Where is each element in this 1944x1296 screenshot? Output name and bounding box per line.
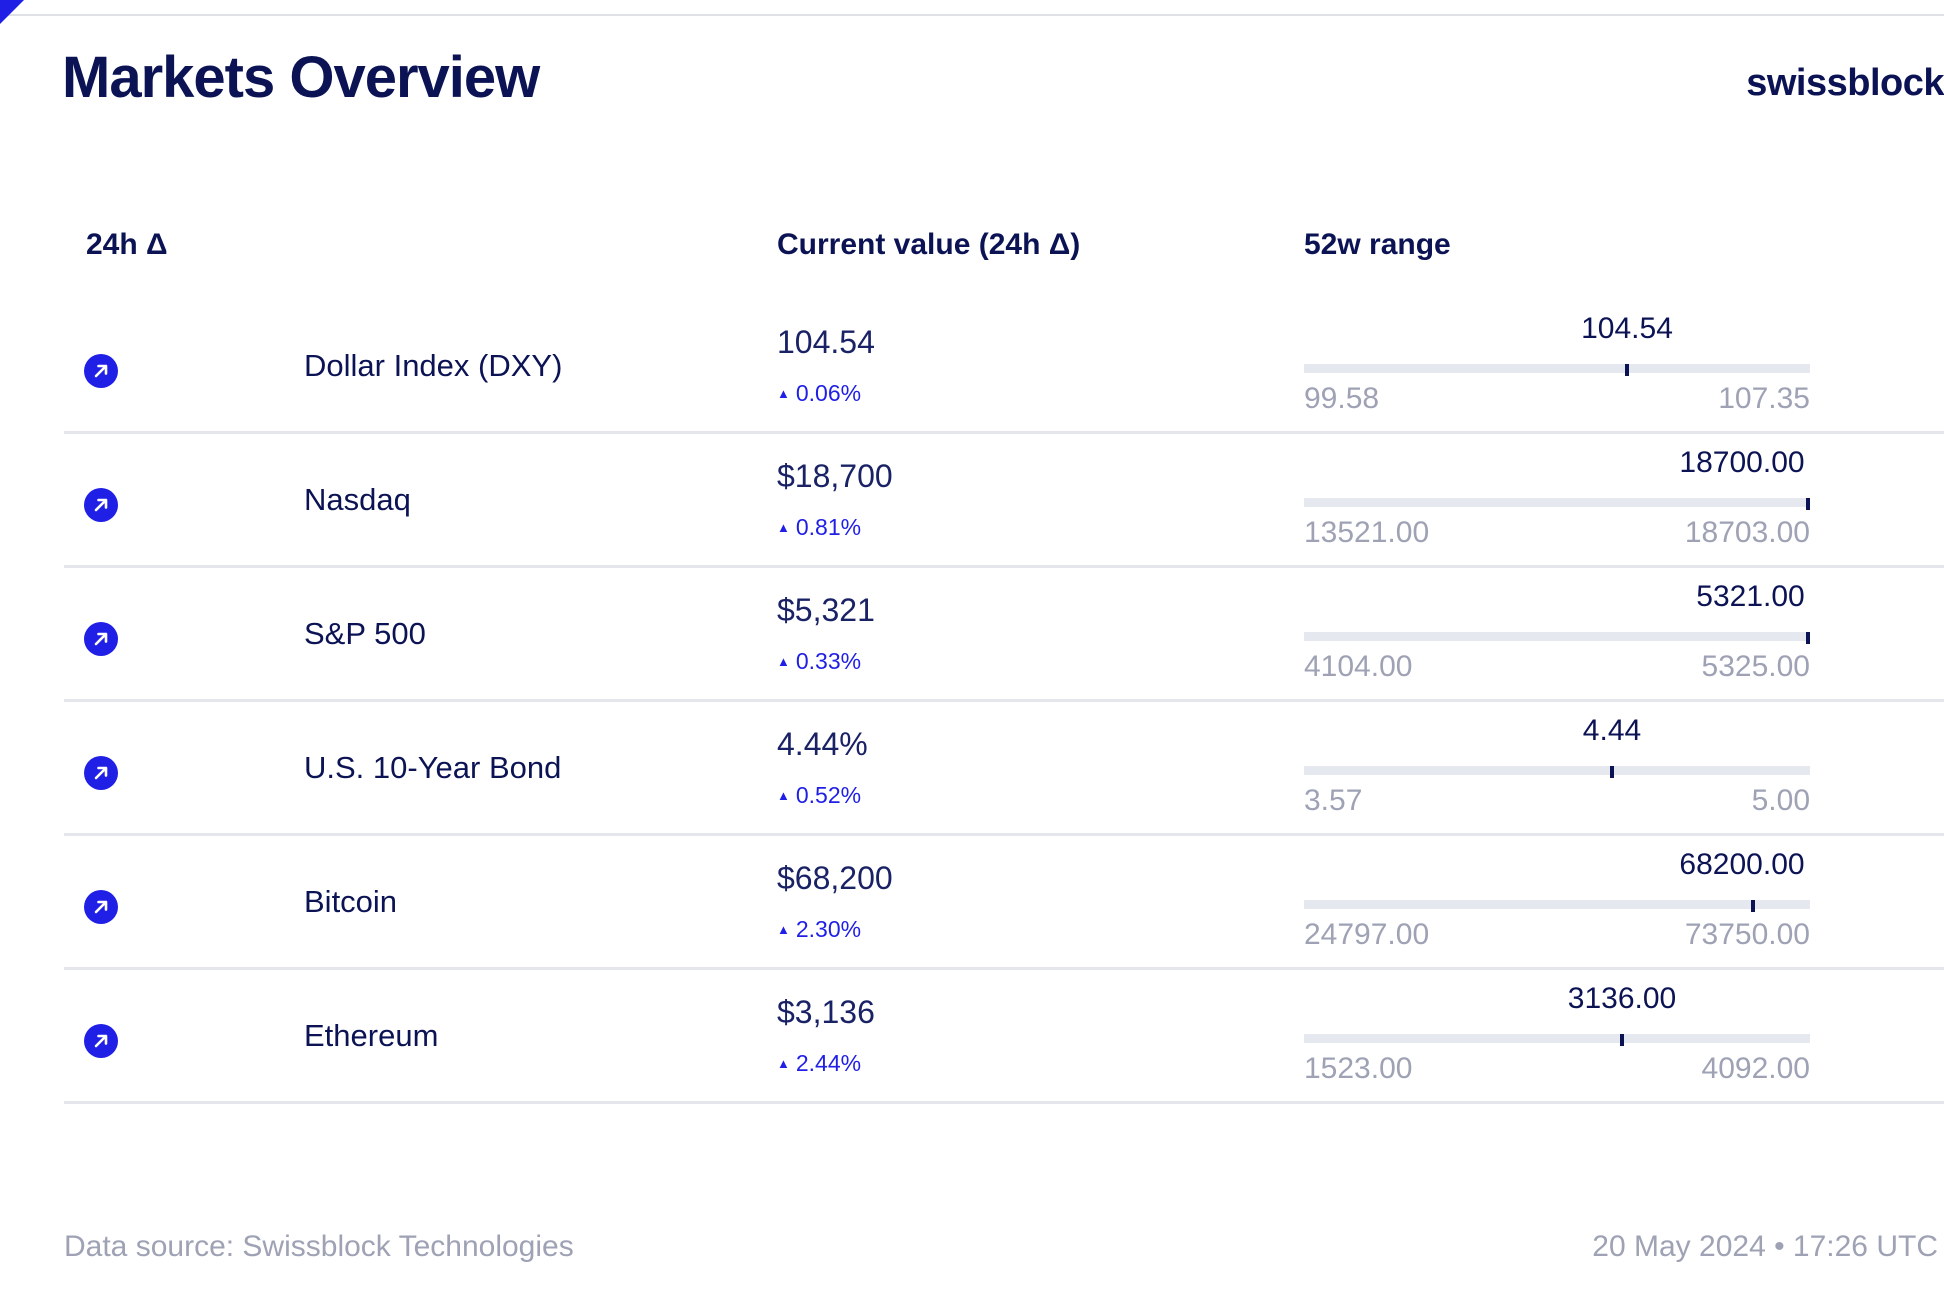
marker-label: 5321.00: [1696, 580, 1805, 613]
range-bar: [1304, 900, 1810, 909]
range-min: 3.57: [1304, 784, 1363, 817]
triangle-up-icon: ▲: [777, 788, 790, 803]
change-24h: ▲ 0.06%: [777, 380, 861, 407]
range-max: 107.35: [1718, 382, 1810, 415]
range-bar: [1304, 632, 1810, 641]
top-rule: [0, 14, 1944, 16]
markets-table: Dollar Index (DXY) 104.54 ▲ 0.06% 104.54 99.5…: [64, 300, 1944, 1104]
table-row: Ethereum $3,136 ▲ 2.44% 3136.00 1523.00 4092.0…: [64, 970, 1944, 1104]
triangle-up-icon: ▲: [777, 520, 790, 535]
asset-name: S&P 500: [304, 616, 426, 651]
current-value: $5,321: [777, 592, 875, 628]
triangle-up-icon: ▲: [777, 386, 790, 401]
range-bar: [1304, 766, 1810, 775]
current-value: $3,136: [777, 994, 875, 1030]
change-value: 0.33%: [795, 648, 862, 674]
range-marker: [1806, 498, 1810, 510]
range-52w: 68200.00 24797.00 73750.00: [1304, 836, 1810, 970]
triangle-up-icon: ▲: [777, 1056, 790, 1071]
current-value: 104.54: [777, 324, 875, 360]
range-min: 24797.00: [1304, 918, 1430, 951]
table-row: S&P 500 $5,321 ▲ 0.33% 5321.00 4104.00 5325.00: [64, 568, 1944, 702]
asset-name: Ethereum: [304, 1018, 439, 1053]
change-24h: ▲ 2.44%: [777, 1050, 861, 1077]
change-24h: ▲ 0.52%: [777, 782, 861, 809]
range-bar: [1304, 1034, 1810, 1043]
data-source: Data source: Swissblock Technologies: [64, 1230, 574, 1263]
table-row: Nasdaq $18,700 ▲ 0.81% 18700.00 13521.00 18703…: [64, 434, 1944, 568]
arrow-up-right-icon: [84, 1024, 118, 1058]
range-bar: [1304, 498, 1810, 507]
table-row: Bitcoin $68,200 ▲ 2.30% 68200.00 24797.00 7375…: [64, 836, 1944, 970]
range-max: 18703.00: [1684, 516, 1810, 549]
range-marker: [1751, 900, 1755, 912]
range-marker: [1806, 632, 1810, 644]
marker-label: 104.54: [1581, 312, 1673, 345]
range-52w: 4.44 3.57 5.00: [1304, 702, 1810, 836]
asset-name: U.S. 10-Year Bond: [304, 750, 562, 785]
marker-label: 18700.00: [1679, 446, 1805, 479]
asset-name: Nasdaq: [304, 482, 411, 517]
triangle-up-icon: ▲: [777, 922, 790, 937]
range-bar: [1304, 364, 1810, 373]
marker-label: 4.44: [1582, 714, 1642, 747]
range-max: 5.00: [1751, 784, 1810, 817]
change-24h: ▲ 0.33%: [777, 648, 861, 675]
page-title: Markets Overview: [62, 45, 540, 110]
current-value: $18,700: [777, 458, 893, 494]
range-marker: [1620, 1034, 1624, 1046]
change-24h: ▲ 0.81%: [777, 514, 861, 541]
triangle-up-icon: ▲: [777, 654, 790, 669]
asset-name: Bitcoin: [304, 884, 398, 919]
range-52w: 5321.00 4104.00 5325.00: [1304, 568, 1810, 702]
asset-name: Dollar Index (DXY): [304, 348, 563, 383]
range-max: 73750.00: [1684, 918, 1810, 951]
range-52w: 3136.00 1523.00 4092.00: [1304, 970, 1810, 1104]
range-marker: [1610, 766, 1614, 778]
range-max: 5325.00: [1701, 650, 1810, 683]
arrow-up-right-icon: [84, 890, 118, 924]
change-value: 2.44%: [795, 1050, 862, 1076]
change-value: 0.81%: [795, 514, 862, 540]
marker-label: 3136.00: [1567, 982, 1677, 1015]
column-header-delta: 24h Δ: [86, 228, 168, 261]
marker-label: 68200.00: [1679, 848, 1805, 881]
range-min: 99.58: [1304, 382, 1380, 415]
change-value: 2.30%: [795, 916, 862, 942]
range-52w: 18700.00 13521.00 18703.00: [1304, 434, 1810, 568]
arrow-up-right-icon: [84, 622, 118, 656]
arrow-up-right-icon: [84, 488, 118, 522]
current-value: $68,200: [777, 860, 893, 896]
timestamp: 20 May 2024 • 17:26 UTC: [1592, 1230, 1938, 1263]
range-min: 4104.00: [1304, 650, 1413, 683]
column-header-52w-range: 52w range: [1304, 228, 1451, 261]
change-value: 0.06%: [795, 380, 862, 406]
table-row: U.S. 10-Year Bond 4.44% ▲ 0.52% 4.44 3.57 5.00: [64, 702, 1944, 836]
range-marker: [1625, 364, 1629, 376]
arrow-up-right-icon: [84, 354, 118, 388]
corner-accent: [0, 0, 24, 24]
brand-logo: swissblock: [1746, 62, 1944, 104]
current-value: 4.44%: [777, 726, 868, 762]
range-max: 4092.00: [1701, 1052, 1810, 1085]
change-value: 0.52%: [795, 782, 862, 808]
range-min: 13521.00: [1304, 516, 1430, 549]
table-row: Dollar Index (DXY) 104.54 ▲ 0.06% 104.54 99.5…: [64, 300, 1944, 434]
arrow-up-right-icon: [84, 756, 118, 790]
change-24h: ▲ 2.30%: [777, 916, 861, 943]
range-52w: 104.54 99.58 107.35: [1304, 300, 1810, 434]
column-header-current-value: Current value (24h Δ): [777, 228, 1081, 261]
range-min: 1523.00: [1304, 1052, 1413, 1085]
